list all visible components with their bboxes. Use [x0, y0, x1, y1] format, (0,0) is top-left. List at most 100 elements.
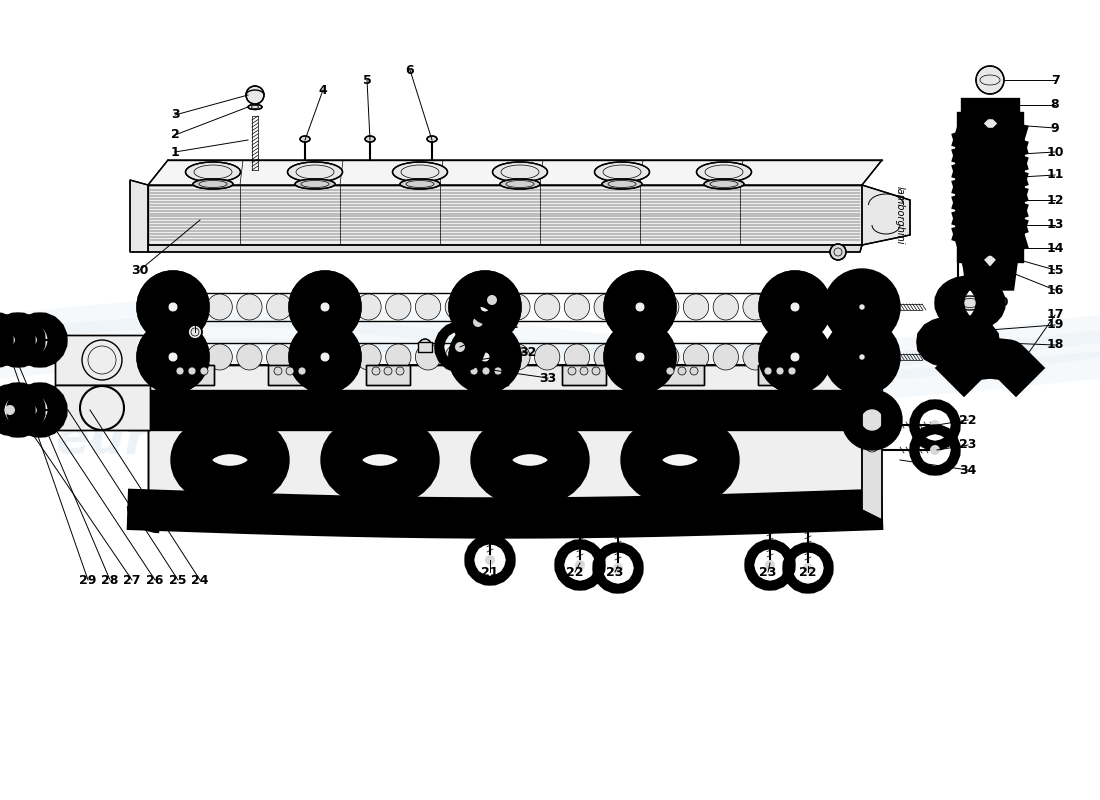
Ellipse shape — [564, 344, 590, 370]
Polygon shape — [148, 365, 862, 510]
Text: 5: 5 — [363, 74, 372, 86]
Circle shape — [837, 362, 844, 368]
Ellipse shape — [602, 179, 642, 189]
Circle shape — [575, 560, 585, 570]
Circle shape — [803, 563, 813, 573]
Ellipse shape — [742, 294, 768, 320]
Ellipse shape — [386, 294, 411, 320]
Circle shape — [200, 367, 208, 375]
Ellipse shape — [365, 136, 375, 142]
Circle shape — [309, 291, 341, 323]
Ellipse shape — [772, 344, 798, 370]
Ellipse shape — [713, 344, 738, 370]
Ellipse shape — [535, 344, 560, 370]
Text: 32: 32 — [519, 346, 537, 358]
Polygon shape — [862, 185, 910, 245]
Circle shape — [882, 354, 888, 360]
Circle shape — [157, 291, 189, 323]
Circle shape — [864, 326, 869, 333]
Circle shape — [455, 342, 465, 352]
Ellipse shape — [683, 294, 708, 320]
Text: 26: 26 — [146, 574, 164, 586]
Ellipse shape — [356, 294, 382, 320]
Text: 31: 31 — [502, 318, 519, 331]
Ellipse shape — [186, 162, 241, 182]
Ellipse shape — [641, 434, 719, 486]
Polygon shape — [758, 365, 802, 385]
Text: 3: 3 — [170, 109, 179, 122]
Circle shape — [494, 367, 502, 375]
Circle shape — [788, 367, 796, 375]
Polygon shape — [464, 365, 508, 385]
Ellipse shape — [594, 294, 619, 320]
Text: 34: 34 — [959, 463, 977, 477]
Circle shape — [482, 367, 490, 375]
Ellipse shape — [296, 294, 321, 320]
Circle shape — [864, 282, 869, 287]
Ellipse shape — [624, 344, 649, 370]
Ellipse shape — [653, 294, 679, 320]
Text: 11: 11 — [1046, 169, 1064, 182]
Ellipse shape — [207, 294, 232, 320]
Circle shape — [779, 291, 811, 323]
Circle shape — [976, 66, 1004, 94]
Circle shape — [286, 367, 294, 375]
Ellipse shape — [564, 294, 590, 320]
Text: 22: 22 — [566, 566, 584, 578]
Polygon shape — [130, 180, 148, 252]
Circle shape — [469, 291, 500, 323]
Circle shape — [188, 367, 196, 375]
Circle shape — [877, 339, 882, 346]
Circle shape — [246, 86, 264, 104]
Text: 27: 27 — [123, 574, 141, 586]
Circle shape — [568, 367, 576, 375]
Circle shape — [779, 341, 811, 373]
Polygon shape — [268, 365, 312, 385]
Ellipse shape — [341, 434, 419, 486]
Ellipse shape — [393, 162, 448, 182]
Circle shape — [274, 367, 282, 375]
Ellipse shape — [653, 344, 679, 370]
Text: 1: 1 — [170, 146, 179, 158]
Circle shape — [832, 277, 892, 337]
Polygon shape — [148, 365, 882, 385]
Circle shape — [485, 555, 495, 565]
Circle shape — [847, 324, 854, 330]
Circle shape — [847, 374, 854, 380]
Circle shape — [592, 367, 600, 375]
Circle shape — [613, 563, 623, 573]
Circle shape — [188, 325, 202, 339]
Ellipse shape — [427, 136, 437, 142]
Circle shape — [847, 334, 854, 340]
Ellipse shape — [287, 162, 342, 182]
Ellipse shape — [505, 344, 530, 370]
Polygon shape — [148, 245, 862, 252]
Ellipse shape — [177, 344, 202, 370]
Ellipse shape — [191, 434, 270, 486]
Ellipse shape — [964, 361, 1016, 375]
Ellipse shape — [356, 344, 382, 370]
Text: 9: 9 — [1050, 122, 1059, 134]
Circle shape — [372, 367, 379, 375]
Circle shape — [690, 367, 698, 375]
Ellipse shape — [683, 344, 708, 370]
Ellipse shape — [236, 344, 262, 370]
Circle shape — [877, 290, 882, 295]
Polygon shape — [148, 160, 882, 185]
Circle shape — [877, 369, 882, 374]
Circle shape — [837, 296, 844, 302]
Ellipse shape — [400, 179, 440, 189]
Polygon shape — [418, 342, 432, 352]
Text: 21: 21 — [482, 566, 498, 578]
Polygon shape — [55, 385, 150, 430]
Circle shape — [469, 341, 500, 373]
Ellipse shape — [175, 422, 285, 498]
Ellipse shape — [475, 422, 585, 498]
Text: 25: 25 — [169, 574, 187, 586]
Ellipse shape — [296, 344, 321, 370]
Text: eurospares: eurospares — [495, 416, 811, 464]
Circle shape — [6, 335, 15, 345]
Circle shape — [930, 445, 940, 455]
Polygon shape — [170, 365, 214, 385]
Polygon shape — [660, 365, 704, 385]
